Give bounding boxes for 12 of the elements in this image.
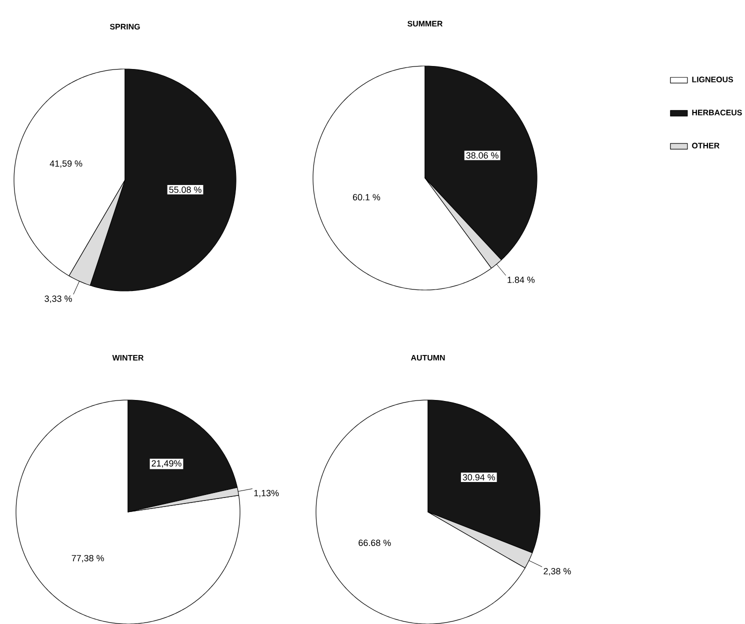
data-label: 77,38 % <box>72 554 104 562</box>
data-label: 21,49% <box>152 460 182 468</box>
data-label: 38.06 % <box>466 152 498 159</box>
data-label: 60.1 % <box>352 194 380 200</box>
data-label: 41,59 % <box>50 160 82 168</box>
data-label: 1,13% <box>254 490 279 498</box>
data-label: 1.84 % <box>508 276 535 283</box>
data-label: 55.08 % <box>169 186 202 193</box>
data-label: 66.68 % <box>358 540 391 546</box>
data-label: 30.94 % <box>462 474 496 480</box>
data-label: 3,33 % <box>44 296 72 303</box>
data-label: 2,38 % <box>544 568 571 576</box>
